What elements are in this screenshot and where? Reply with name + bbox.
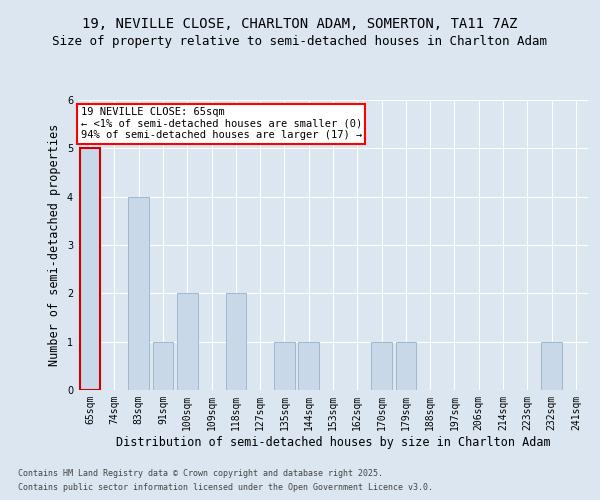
Bar [541,342,562,390]
Text: 19, NEVILLE CLOSE, CHARLTON ADAM, SOMERTON, TA11 7AZ: 19, NEVILLE CLOSE, CHARLTON ADAM, SOMERT… [82,18,518,32]
Bar [371,342,392,390]
Text: Contains public sector information licensed under the Open Government Licence v3: Contains public sector information licen… [18,484,433,492]
Bar [152,342,173,390]
Text: Size of property relative to semi-detached houses in Charlton Adam: Size of property relative to semi-detach… [53,35,548,48]
Bar [395,342,416,390]
Bar [274,342,295,390]
Y-axis label: Number of semi-detached properties: Number of semi-detached properties [49,124,61,366]
Bar [177,294,197,390]
X-axis label: Distribution of semi-detached houses by size in Charlton Adam: Distribution of semi-detached houses by … [116,436,550,448]
Bar [298,342,319,390]
Bar [128,196,149,390]
Text: Contains HM Land Registry data © Crown copyright and database right 2025.: Contains HM Land Registry data © Crown c… [18,468,383,477]
Bar [226,294,246,390]
Text: 19 NEVILLE CLOSE: 65sqm
← <1% of semi-detached houses are smaller (0)
94% of sem: 19 NEVILLE CLOSE: 65sqm ← <1% of semi-de… [80,108,362,140]
Bar [80,148,100,390]
